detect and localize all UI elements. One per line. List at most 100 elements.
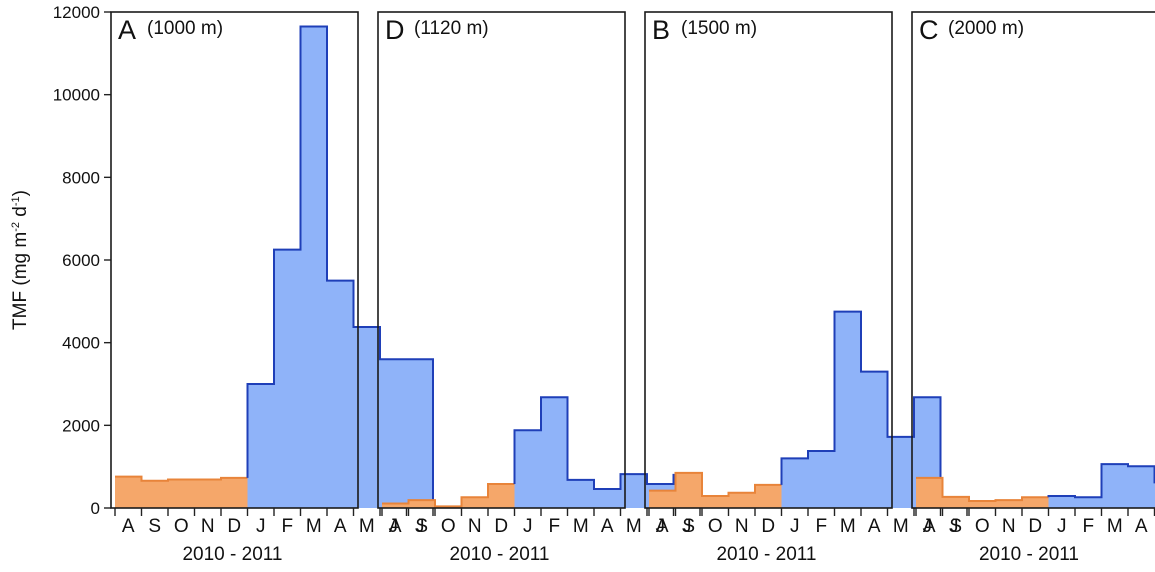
x-tick-label: A xyxy=(122,516,135,537)
x-tick-label: D xyxy=(1028,516,1042,537)
x-tick-label: A xyxy=(389,516,402,537)
bar-b-7 xyxy=(834,311,862,508)
bar-a-8 xyxy=(327,280,354,508)
x-tick-label: F xyxy=(281,516,293,537)
bar-c-8 xyxy=(1128,466,1155,508)
x-tick-label: J xyxy=(790,516,800,537)
x-tick-label: F xyxy=(1082,516,1094,537)
x-tick-label: M xyxy=(893,516,909,537)
x-tick-label: M xyxy=(573,516,589,537)
panel-depth-label: (2000 m) xyxy=(948,18,1024,39)
x-axis-label: 2010 - 2011 xyxy=(716,544,816,565)
bar-b-4 xyxy=(755,484,782,508)
bar-d-1 xyxy=(408,500,436,508)
bar-d-5 xyxy=(514,430,542,508)
bar-c-7 xyxy=(1101,464,1129,508)
x-tick-label: O xyxy=(174,516,189,537)
bar-b-0 xyxy=(649,490,676,508)
bar-b-6 xyxy=(808,450,835,508)
bar-a-4 xyxy=(221,477,248,508)
panel-letter: B xyxy=(652,15,670,45)
x-tick-label: S xyxy=(148,516,161,537)
bar-b-1 xyxy=(675,472,703,508)
x-tick-label: F xyxy=(548,516,560,537)
series-line xyxy=(780,310,942,508)
bar-b-2 xyxy=(702,496,729,508)
x-tick-label: O xyxy=(708,516,723,537)
x-tick-label: A xyxy=(601,516,614,537)
x-tick-label: O xyxy=(975,516,990,537)
y-tick-label: 10000 xyxy=(53,86,100,105)
x-tick-label: O xyxy=(441,516,456,537)
x-tick-label: S xyxy=(949,516,962,537)
bar-d-8 xyxy=(594,488,621,508)
x-tick-label: S xyxy=(415,516,428,537)
panel-letter: A xyxy=(118,15,136,45)
y-tick-label: 6000 xyxy=(62,251,100,270)
x-tick-label: M xyxy=(626,516,642,537)
x-tick-label: J xyxy=(656,516,666,537)
panel-frame xyxy=(110,11,359,509)
x-tick-label: J xyxy=(389,516,399,537)
y-tick-label: 2000 xyxy=(62,416,100,435)
x-tick-label: A xyxy=(1135,516,1148,537)
y-tick-label: 8000 xyxy=(62,168,100,187)
x-tick-label: M xyxy=(840,516,856,537)
x-tick-label: N xyxy=(1002,516,1016,537)
y-tick-label: 12000 xyxy=(53,3,100,22)
x-tick-label: D xyxy=(761,516,775,537)
bar-b-5 xyxy=(781,458,809,508)
panel-letter: D xyxy=(385,15,405,45)
panel-depth-label: (1120 m) xyxy=(414,18,489,39)
bar-d-7 xyxy=(567,479,595,508)
panel-frame xyxy=(911,11,1155,509)
x-tick-label: D xyxy=(227,516,241,537)
y-axis-label: TMF (mg m-2 d-1) xyxy=(10,190,31,330)
x-tick-label: N xyxy=(468,516,482,537)
y-tick-label: 4000 xyxy=(62,334,100,353)
panel-depth-label: (1500 m) xyxy=(681,18,757,39)
bar-d-3 xyxy=(461,497,489,508)
x-tick-label: J xyxy=(415,516,425,537)
y-tick-label: 0 xyxy=(91,499,100,518)
bar-a-1 xyxy=(141,480,169,508)
series-line xyxy=(649,471,782,498)
x-tick-label: J xyxy=(523,516,533,537)
bar-a-6 xyxy=(274,249,301,508)
panel-frame xyxy=(644,11,893,509)
x-tick-label: A xyxy=(868,516,881,537)
bar-b-3 xyxy=(728,492,756,508)
x-tick-label: M xyxy=(359,516,375,537)
bar-a-11 xyxy=(406,359,434,508)
bar-c-2 xyxy=(969,500,996,508)
series-line xyxy=(916,476,1049,502)
bar-c-5 xyxy=(1048,496,1076,508)
x-tick-label: J xyxy=(1057,516,1067,537)
x-tick-label: M xyxy=(1107,516,1123,537)
series-line xyxy=(382,483,515,508)
bar-d-4 xyxy=(488,484,515,508)
bar-c-1 xyxy=(942,496,970,508)
panel-letter: C xyxy=(919,15,939,45)
x-tick-label: F xyxy=(815,516,827,537)
series-line xyxy=(1047,463,1155,499)
bar-a-0 xyxy=(115,476,142,508)
x-tick-label: N xyxy=(201,516,215,537)
x-tick-label: M xyxy=(306,516,322,537)
x-tick-label: J xyxy=(256,516,266,537)
x-tick-label: J xyxy=(682,516,692,537)
x-axis-label: 2010 - 2011 xyxy=(449,544,549,565)
bar-b-8 xyxy=(861,371,888,508)
bar-c-3 xyxy=(995,500,1023,508)
x-tick-label: J xyxy=(949,516,959,537)
panel-frame xyxy=(377,11,626,509)
x-tick-label: J xyxy=(923,516,933,537)
bar-c-6 xyxy=(1075,497,1102,508)
series-line xyxy=(246,25,434,508)
x-tick-label: N xyxy=(735,516,749,537)
series-line xyxy=(513,396,701,508)
x-tick-label: S xyxy=(682,516,695,537)
bar-c-4 xyxy=(1022,497,1049,508)
